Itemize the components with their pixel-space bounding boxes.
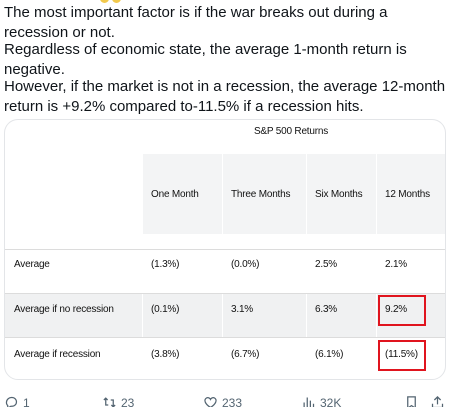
- grid-line: [222, 154, 223, 379]
- post-text-line-2: Regardless of economic state, the averag…: [4, 41, 407, 78]
- post-text-line-1: The most important factor is if the war …: [4, 4, 388, 41]
- like-count: 233: [222, 395, 243, 407]
- share-button[interactable]: [430, 395, 449, 407]
- repost-count: 23: [121, 395, 135, 407]
- highlight-box-9-2: [378, 295, 426, 326]
- row-divider: [5, 337, 445, 338]
- row-label-average: Average: [14, 258, 50, 270]
- cell-no-recession-12-months: 9.2%: [385, 303, 407, 315]
- table-title: S&P 500 Returns: [253, 125, 329, 137]
- col-header-three-months: Three Months: [231, 188, 291, 200]
- post-action-bar: 1 23 233 32K: [0, 390, 457, 407]
- col-header-one-month: One Month: [151, 188, 199, 200]
- cell-no-recession-three-months: 3.1%: [231, 303, 253, 315]
- emoji-icon: [100, 0, 109, 3]
- emoji-strip: [0, 0, 457, 4]
- reply-icon: [5, 396, 18, 407]
- grid-line: [306, 154, 307, 379]
- returns-table-image[interactable]: S&P 500 Returns One Month Three Months S…: [4, 119, 446, 380]
- header-band: [142, 154, 445, 234]
- heart-icon: [204, 397, 217, 407]
- cell-recession-three-months: (6.7%): [231, 348, 260, 360]
- bookmark-button[interactable]: [404, 395, 423, 407]
- repost-icon: [103, 397, 116, 407]
- emoji-icon: [112, 0, 121, 3]
- grid-line: [376, 154, 377, 379]
- row-divider: [5, 249, 445, 250]
- row-band-no-recession: [5, 293, 445, 337]
- row-label-no-recession: Average if no recession: [14, 303, 114, 315]
- share-icon: [431, 395, 444, 407]
- views-button[interactable]: 32K: [301, 395, 341, 407]
- highlight-box-11-5: [378, 340, 426, 371]
- col-header-12-months: 12 Months: [385, 188, 430, 200]
- views-icon: [303, 397, 315, 407]
- cell-recession-one-month: (3.8%): [151, 348, 180, 360]
- bookmark-icon: [407, 396, 416, 407]
- cell-average-12-months: 2.1%: [385, 258, 407, 270]
- post-text-line-3: However, if the market is not in a reces…: [4, 78, 446, 115]
- views-count: 32K: [320, 395, 342, 407]
- col-header-six-months: Six Months: [315, 188, 363, 200]
- cell-no-recession-one-month: (0.1%): [151, 303, 180, 315]
- row-divider: [5, 293, 445, 294]
- cell-average-six-months: 2.5%: [315, 258, 337, 270]
- like-button[interactable]: 233: [203, 395, 242, 407]
- cell-recession-six-months: (6.1%): [315, 348, 344, 360]
- cell-average-one-month: (1.3%): [151, 258, 180, 270]
- cell-average-three-months: (0.0%): [231, 258, 260, 270]
- grid-line: [142, 154, 143, 379]
- row-label-recession: Average if recession: [14, 348, 101, 360]
- repost-button[interactable]: 23: [102, 395, 134, 407]
- reply-button[interactable]: 1: [4, 395, 30, 407]
- reply-count: 1: [23, 395, 30, 407]
- cell-no-recession-six-months: 6.3%: [315, 303, 337, 315]
- cell-recession-12-months: (11.5%): [385, 348, 418, 360]
